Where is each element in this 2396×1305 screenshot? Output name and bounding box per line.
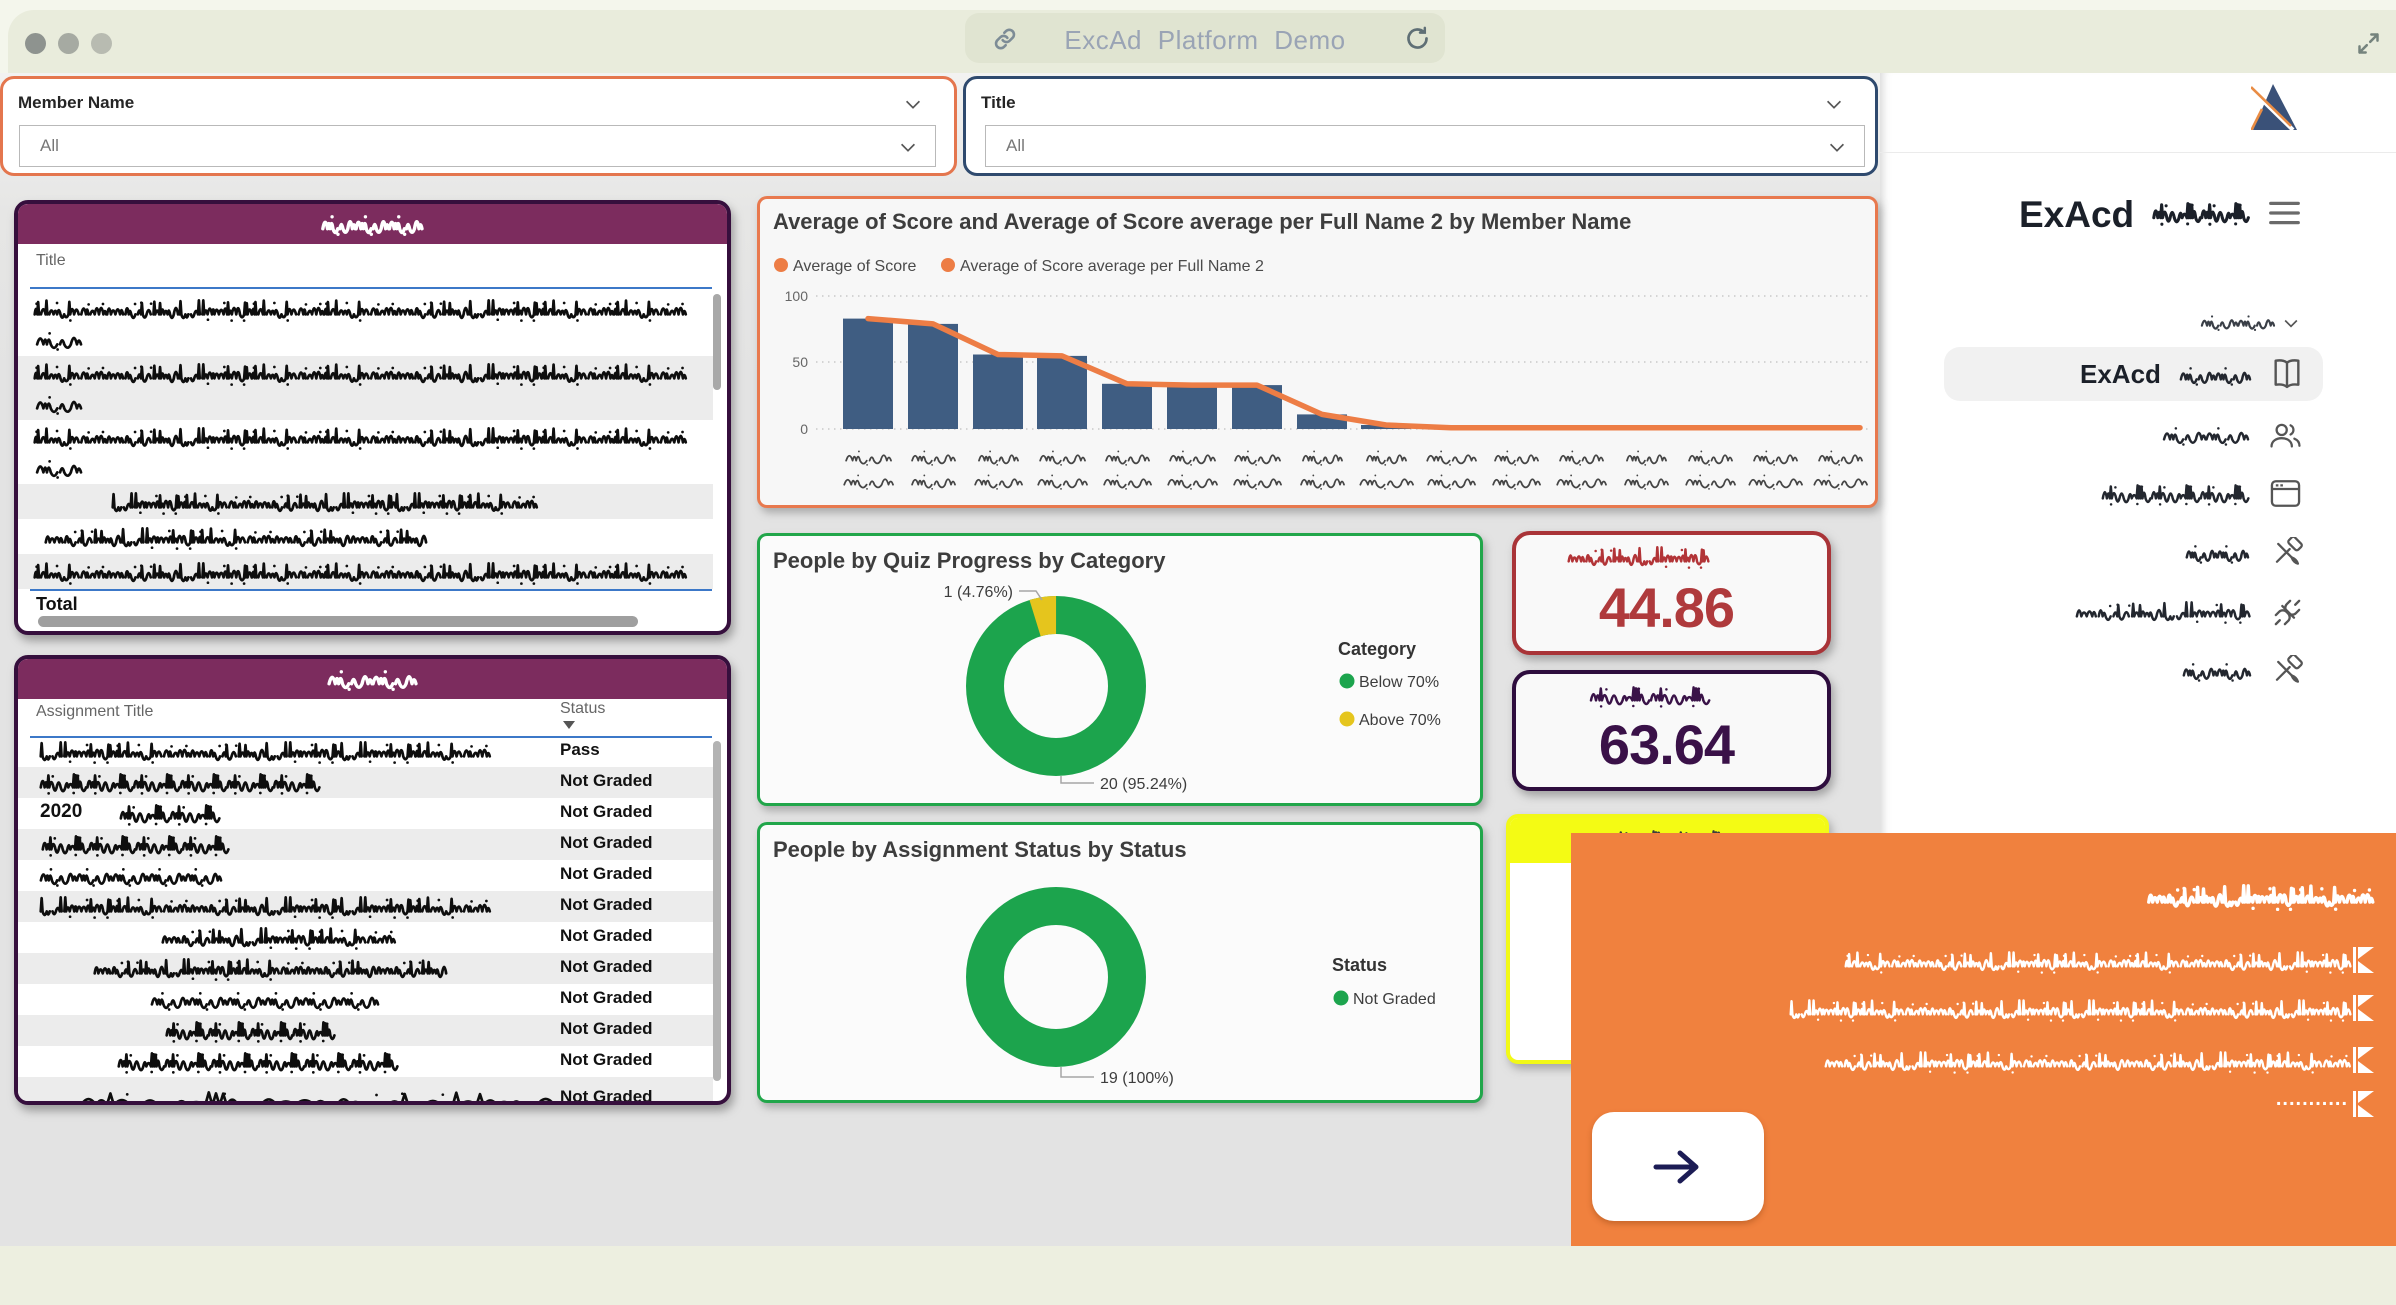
- svg-text:19 (100%): 19 (100%): [1100, 1070, 1174, 1087]
- svg-text:50: 50: [792, 354, 808, 370]
- svg-text:Category: Category: [1338, 639, 1416, 659]
- svg-text:0: 0: [800, 421, 808, 437]
- svg-text:Average of Score: Average of Score: [793, 258, 916, 275]
- svg-text:Status: Status: [1332, 955, 1387, 975]
- svg-text:Average of Score and Average o: Average of Score and Average of Score av…: [773, 209, 1631, 234]
- svg-text:100: 100: [785, 288, 809, 304]
- svg-text:Below 70%: Below 70%: [1359, 674, 1439, 691]
- svg-text:Not Graded: Not Graded: [1353, 991, 1436, 1008]
- svg-text:Average of Score average per F: Average of Score average per Full Name 2: [960, 258, 1264, 275]
- svg-text:Above 70%: Above 70%: [1359, 712, 1441, 729]
- svg-text:20 (95.24%): 20 (95.24%): [1100, 776, 1187, 793]
- svg-text:1 (4.76%): 1 (4.76%): [944, 584, 1013, 601]
